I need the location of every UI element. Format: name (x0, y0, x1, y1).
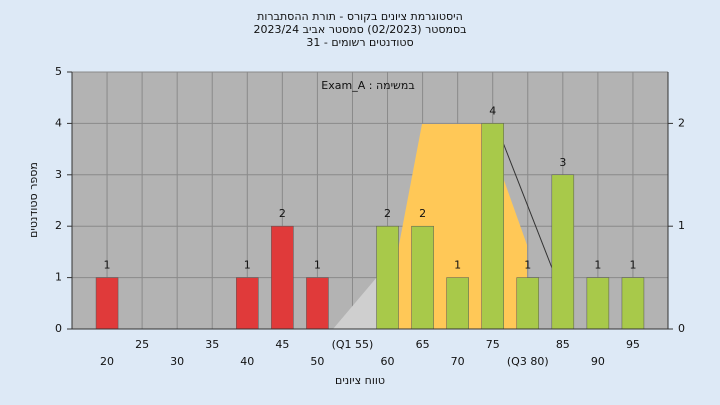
bar (411, 225, 434, 330)
range-area (333, 270, 383, 329)
x-tick-label: 25 (135, 338, 149, 351)
data-label: 4 (489, 104, 496, 117)
data-label: 1 (314, 259, 321, 272)
y-tick-label: 4 (55, 116, 62, 129)
x-tick-label: (Q1 55) (332, 338, 374, 351)
title-line: היסטוגרמת ציונים בקורס - תורת ההסתברות (257, 10, 463, 23)
bar (621, 277, 645, 330)
y-tick-label: 5 (55, 65, 62, 78)
x-tick-label: 85 (556, 338, 570, 351)
bar (271, 225, 294, 330)
data-label: 1 (594, 259, 601, 272)
data-label: 1 (629, 259, 636, 272)
y2-tick-label: 0 (678, 322, 685, 335)
x-tick-label: 40 (240, 355, 254, 368)
x-tick-label: 50 (310, 355, 324, 368)
data-label: 1 (104, 259, 111, 272)
data-label: 1 (454, 259, 461, 272)
y-tick-label: 3 (55, 168, 62, 181)
x-tick-label: 65 (416, 338, 430, 351)
data-label: 2 (279, 207, 286, 220)
x-tick-label: 60 (381, 355, 395, 368)
x-tick-label: 75 (486, 338, 500, 351)
y-tick-label: 1 (55, 271, 62, 284)
x-tick-label: 20 (100, 355, 114, 368)
marks: 1 1 2 1 2 2 1 4 1 3 1 1 (95, 104, 645, 330)
y2-tick-label: 1 (678, 219, 685, 232)
bar (236, 277, 259, 330)
x-tick-label: 95 (626, 338, 640, 351)
bar (481, 123, 504, 330)
data-label: 2 (419, 207, 426, 220)
bar (551, 174, 575, 330)
bar (446, 277, 469, 330)
bar (516, 277, 540, 330)
x-tick-label: 70 (451, 355, 465, 368)
y-tick-label: 0 (55, 322, 62, 335)
data-label: 1 (244, 259, 251, 272)
x-tick-label: (Q3 80) (507, 355, 549, 368)
x-tick-label: 30 (170, 355, 184, 368)
y-axis-label: מספר סטודנטים (27, 162, 40, 238)
bar (95, 277, 119, 330)
x-tick-label: 45 (275, 338, 289, 351)
title-line: 31 - סטודנטים רשומים (306, 36, 413, 49)
x-axis-label: טווח ציונים (335, 374, 385, 387)
title-line: בסמסטר (02/2023) סמסטר אביב 2023/24 (253, 23, 466, 36)
annotation: Exam_A : במשימה (321, 79, 414, 92)
bar (586, 277, 610, 330)
data-label: 3 (559, 156, 566, 169)
y2-tick-label: 2 (678, 116, 685, 129)
trend-line (501, 139, 553, 269)
bar (306, 277, 329, 330)
y-tick-label: 2 (55, 219, 62, 232)
x-tick-label: 90 (591, 355, 605, 368)
data-label: 1 (524, 259, 531, 272)
x-tick-label: 35 (205, 338, 219, 351)
data-label: 2 (384, 207, 391, 220)
bar (376, 225, 399, 330)
